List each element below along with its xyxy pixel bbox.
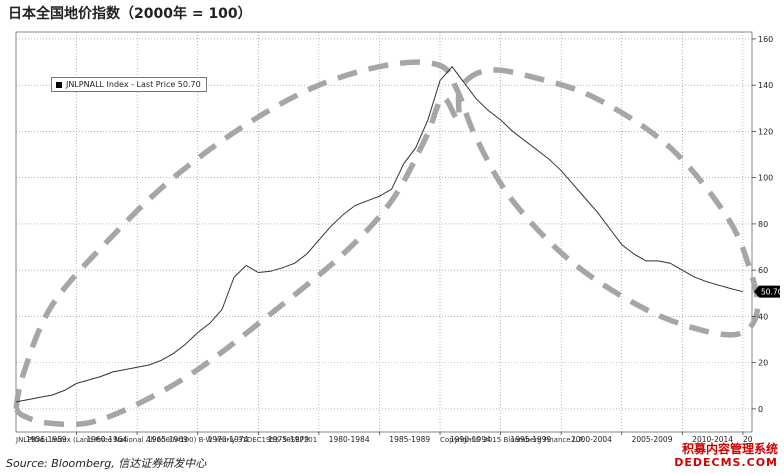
grid-lines	[16, 32, 752, 432]
y-tick-label: 40	[758, 312, 768, 321]
y-tick-label: 0	[758, 405, 763, 414]
footer-copyright: Copyright© 2015 Bloomberg Finance L.P.	[440, 436, 584, 444]
y-tick-label: 60	[758, 266, 768, 275]
watermark-text: 积募内容管理系统	[682, 440, 778, 457]
footer-series-info: JNLPNALL Index (Land Price National All …	[16, 436, 317, 444]
x-tick-label: 2005-2009	[632, 435, 673, 444]
plot-frame	[16, 32, 752, 432]
legend: JNLPNALL Index - Last Price 50.70	[51, 77, 207, 92]
legend-label: JNLPNALL Index - Last Price 50.70	[66, 80, 201, 89]
watermark-domain: DEDECMS.COM	[674, 456, 778, 469]
annotation-layer	[16, 62, 758, 424]
y-tick-label: 160	[758, 35, 773, 44]
y-tick-label: 100	[758, 174, 773, 183]
y-tick-label: 80	[758, 220, 768, 229]
annotation-dashed-loop	[16, 62, 758, 424]
source-note: Source: Bloomberg, 信达证券研发中心	[6, 455, 206, 471]
y-axis: 0 20 40 60 80 100 120 140 160 50.70	[752, 35, 783, 414]
legend-swatch	[56, 82, 62, 88]
y-tick-label: 140	[758, 81, 773, 90]
y-tick-label: 20	[758, 359, 768, 368]
x-tick-label: 1985-1989	[389, 435, 430, 444]
y-tick-label: 120	[758, 127, 773, 136]
x-tick-label: 1980-1984	[329, 435, 370, 444]
last-price-tag-label: 50.70	[761, 288, 783, 297]
